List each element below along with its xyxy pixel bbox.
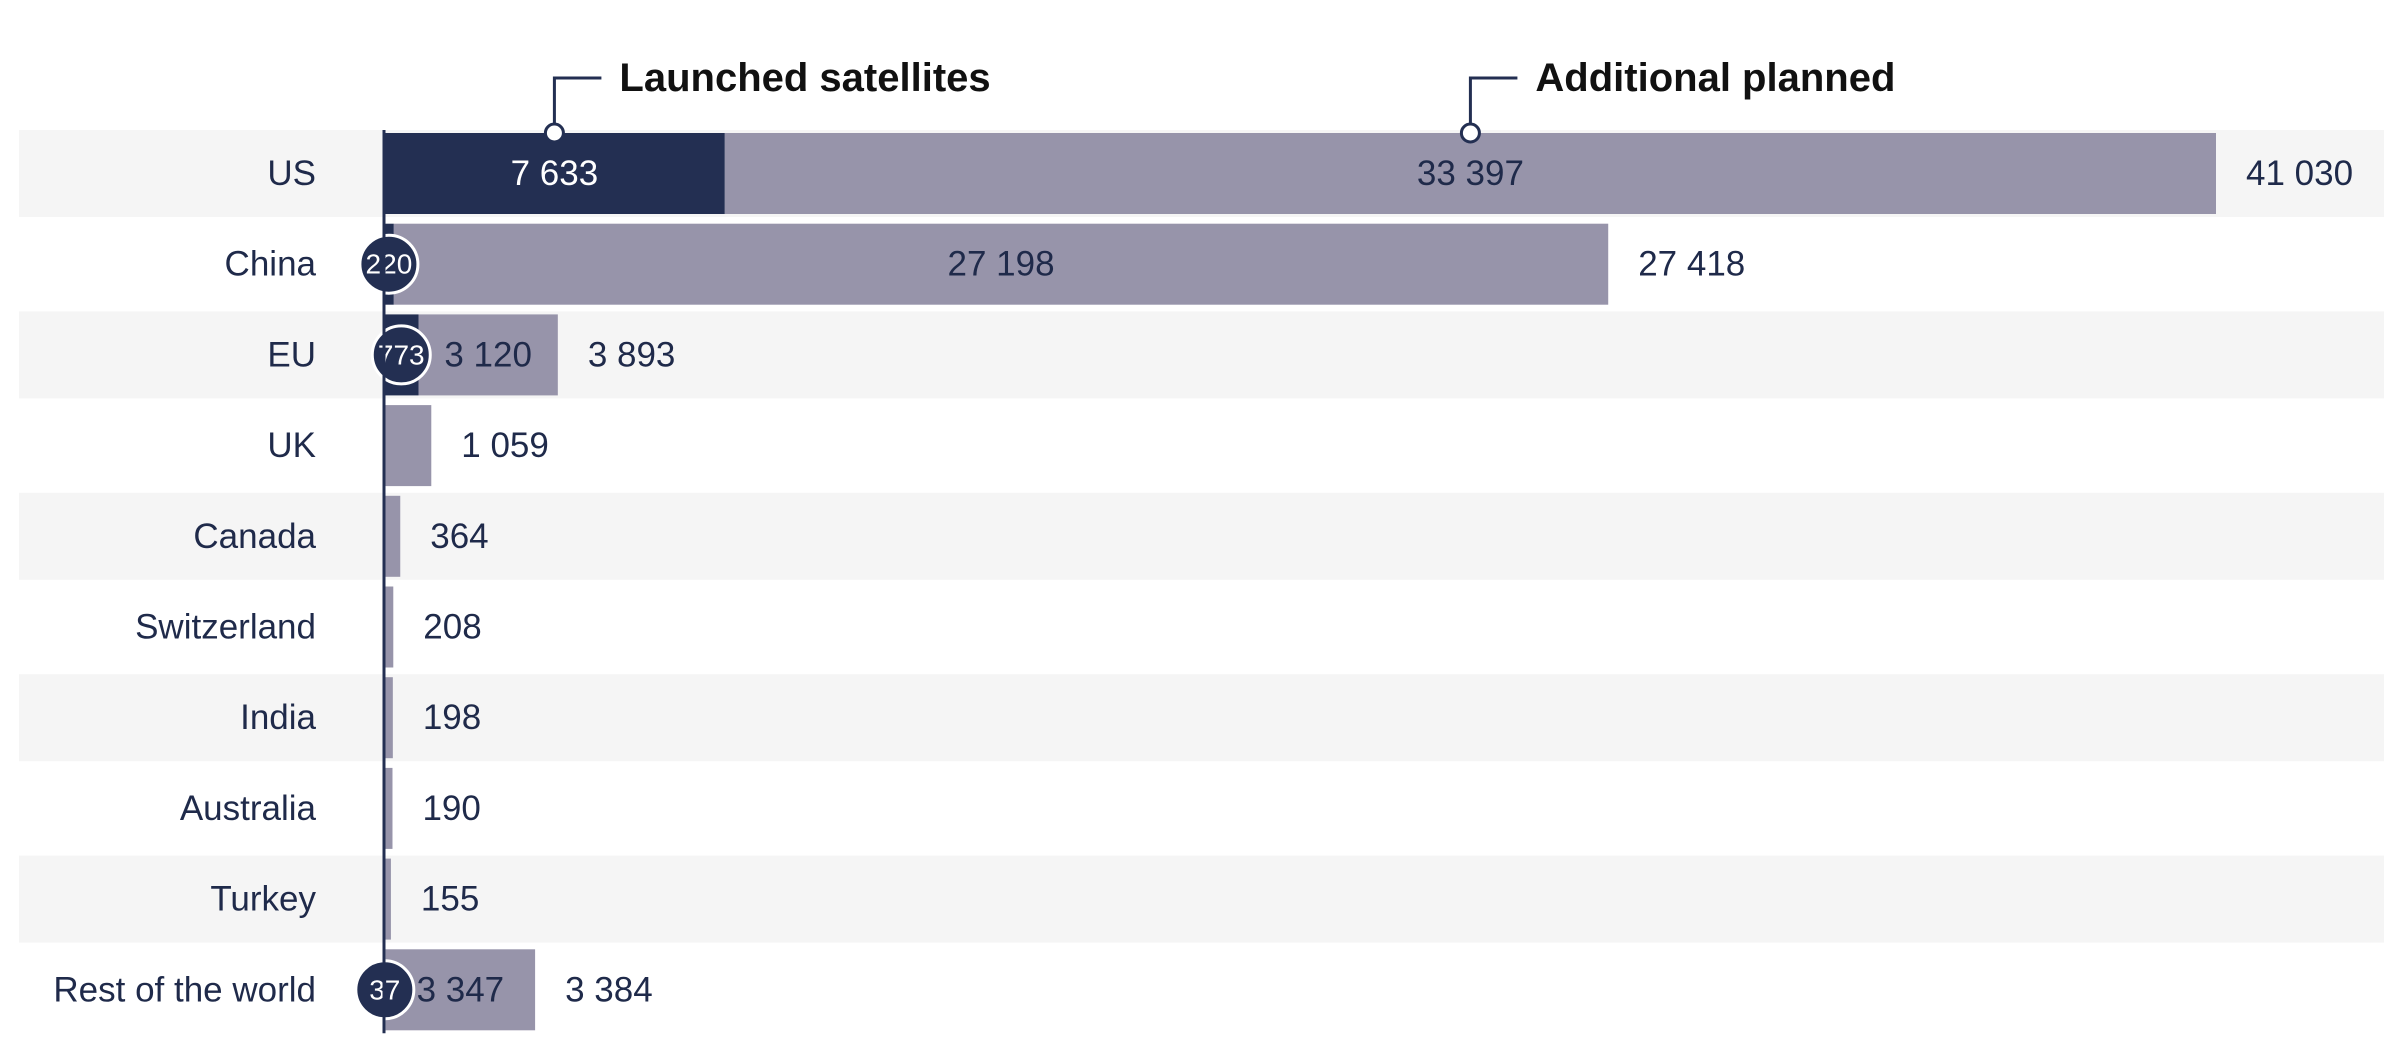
legend-connector — [1468, 76, 1518, 133]
total-label: 1 059 — [461, 426, 549, 465]
category-label: UK — [267, 426, 316, 465]
bar-segment — [384, 586, 394, 668]
total-label: 364 — [430, 517, 488, 556]
category-label: China — [225, 245, 317, 284]
total-label: 41 030 — [2246, 154, 2353, 193]
category-label: Rest of the world — [53, 970, 316, 1009]
bar-segment — [384, 858, 391, 940]
category-label: Turkey — [210, 880, 316, 919]
row-band — [19, 855, 2384, 943]
legend-connector — [552, 76, 602, 133]
bar-segment — [393, 223, 1609, 305]
value-label: 3 120 — [444, 335, 532, 374]
value-label: 220 — [366, 249, 413, 280]
bar-segment — [384, 495, 401, 577]
total-label: 208 — [423, 608, 481, 647]
total-label: 3 384 — [565, 970, 653, 1009]
category-label: Australia — [180, 789, 317, 828]
bar-segment — [384, 677, 393, 759]
total-label: 190 — [422, 789, 480, 828]
row-band — [19, 674, 2384, 762]
value-badge — [370, 324, 432, 386]
value-label: 27 198 — [947, 245, 1054, 284]
row-band — [19, 492, 2384, 580]
total-label: 3 893 — [588, 335, 676, 374]
bar-segment — [418, 314, 558, 396]
legend-label: Additional planned — [1535, 56, 1895, 100]
total-label: 27 418 — [1638, 245, 1745, 284]
legend-marker — [543, 122, 565, 144]
bar-segment — [384, 133, 725, 214]
value-label: 773 — [378, 339, 425, 370]
value-label: 3 347 — [417, 970, 505, 1009]
value-label: 33 397 — [1417, 154, 1524, 193]
bar-segment — [724, 133, 2216, 214]
category-label: India — [240, 698, 316, 737]
value-badge — [358, 233, 420, 295]
bar-segment — [384, 405, 432, 487]
category-label: Switzerland — [135, 608, 316, 647]
bar-segment — [384, 767, 393, 849]
total-label: 155 — [421, 880, 479, 919]
category-label: EU — [267, 335, 316, 374]
total-label: 198 — [423, 698, 481, 737]
legend-label: Launched satellites — [619, 56, 990, 100]
category-label: Canada — [193, 517, 316, 556]
value-label: 7 633 — [511, 154, 599, 193]
category-label: US — [267, 154, 316, 193]
legend-marker — [1459, 122, 1481, 144]
